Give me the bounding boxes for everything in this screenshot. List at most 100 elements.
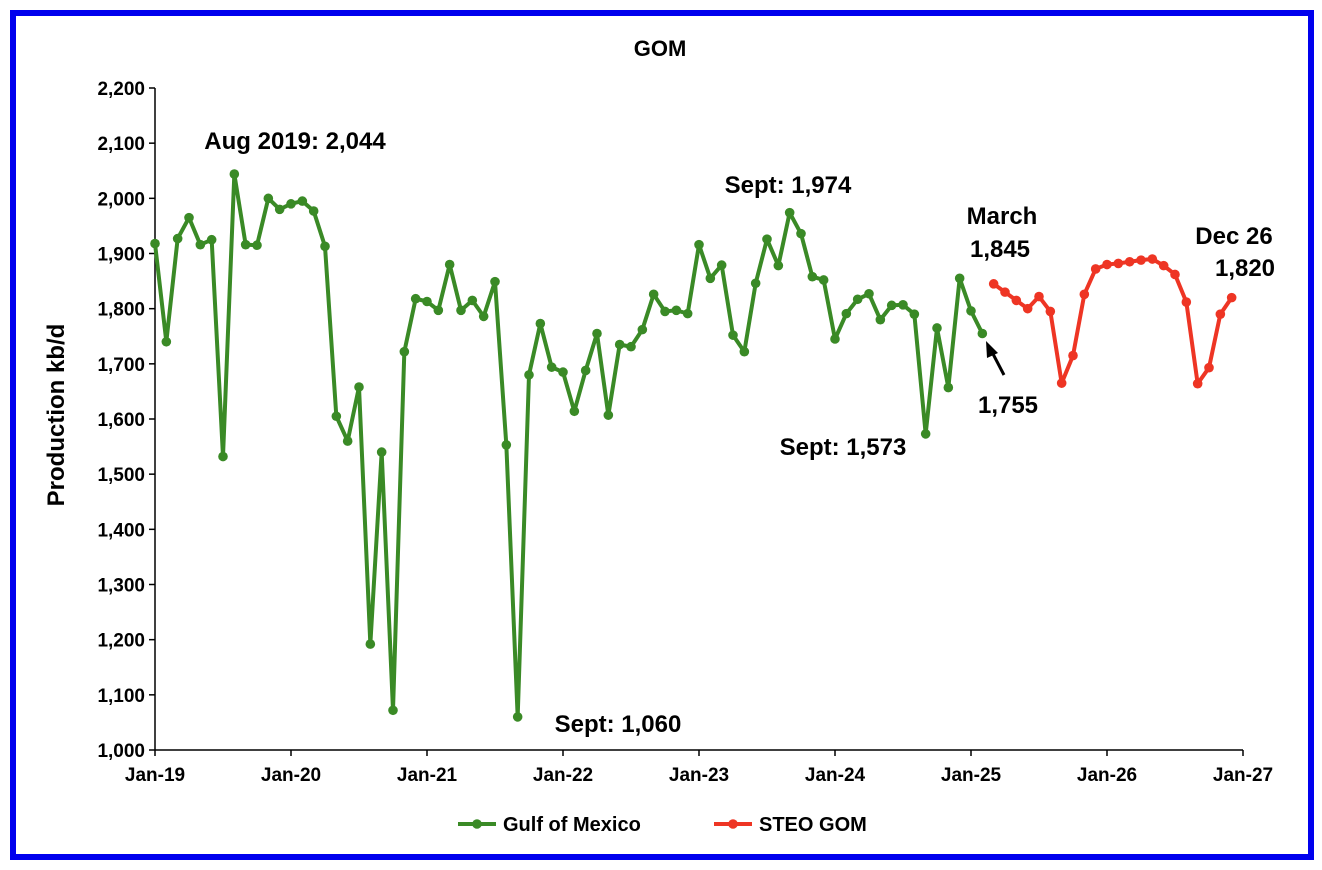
data-point — [535, 318, 546, 329]
data-point — [410, 293, 421, 304]
x-tick-label: Jan-22 — [533, 765, 593, 786]
data-point — [546, 362, 557, 372]
data-point — [218, 451, 228, 462]
data-point — [739, 346, 750, 357]
data-point — [297, 196, 308, 206]
data-point — [603, 410, 614, 420]
annotation-label: Sept: 1,573 — [780, 434, 907, 461]
data-point — [988, 279, 999, 289]
data-point — [308, 206, 319, 216]
x-tick-label: Jan-26 — [1077, 765, 1137, 786]
y-tick-label: 1,000 — [97, 741, 145, 762]
data-point — [161, 336, 172, 347]
annotation-arrowhead — [986, 341, 998, 358]
data-point — [830, 334, 840, 344]
data-point — [694, 239, 704, 250]
y-axis-label: Production kb/d — [43, 324, 70, 507]
data-point — [637, 324, 648, 335]
data-point — [274, 204, 285, 215]
data-point — [660, 306, 670, 317]
data-point — [501, 440, 512, 450]
y-tick-label: 1,300 — [97, 576, 145, 597]
series-line-2 — [992, 257, 1234, 386]
data-point — [966, 306, 976, 316]
x-tick-label: Jan-21 — [397, 765, 458, 786]
data-point — [898, 300, 908, 310]
data-point — [1068, 350, 1078, 361]
data-point — [252, 240, 262, 251]
data-point — [286, 199, 296, 209]
data-point — [592, 328, 602, 339]
data-point — [320, 241, 330, 252]
plot-area — [150, 169, 1237, 722]
data-point — [932, 323, 942, 333]
data-point — [365, 639, 376, 649]
data-point — [229, 169, 240, 179]
data-point — [1158, 260, 1169, 271]
annotation-label: 1,845 — [970, 236, 1030, 263]
data-point — [1079, 289, 1090, 300]
x-tick-label: Jan-27 — [1213, 765, 1273, 786]
y-tick-label: 1,600 — [97, 410, 145, 431]
data-point — [750, 278, 761, 289]
x-tick-label: Jan-19 — [125, 765, 185, 786]
data-point — [1136, 255, 1146, 265]
data-point — [1102, 259, 1112, 270]
y-tick-label: 1,400 — [97, 520, 145, 541]
data-point — [1204, 362, 1214, 373]
data-point — [728, 330, 738, 340]
x-tick-label: Jan-24 — [805, 765, 866, 786]
data-point — [943, 382, 954, 393]
annotation-label: 1,820 — [1215, 255, 1275, 282]
data-point — [1022, 303, 1033, 314]
data-point — [1226, 292, 1237, 303]
data-point — [852, 294, 863, 305]
data-point — [569, 406, 580, 417]
data-point — [614, 339, 625, 350]
data-point — [331, 411, 342, 422]
data-point — [784, 207, 795, 218]
y-tick-label: 1,900 — [97, 245, 145, 266]
data-point — [920, 429, 931, 439]
y-tick-label: 1,500 — [97, 465, 145, 486]
y-tick-label: 1,200 — [97, 631, 145, 652]
data-point — [1056, 378, 1067, 388]
data-point — [909, 309, 920, 319]
data-point — [886, 300, 897, 311]
annotation-label: Dec 26 — [1195, 223, 1272, 250]
data-point — [1170, 269, 1180, 280]
y-tick-label: 1,700 — [97, 355, 145, 376]
x-tick-label: Jan-23 — [669, 765, 729, 786]
data-point — [762, 234, 772, 244]
data-point — [342, 436, 353, 446]
data-point — [206, 234, 217, 245]
data-point — [456, 305, 466, 316]
data-point — [422, 296, 432, 307]
data-point — [1215, 309, 1226, 319]
y-tick-label: 1,100 — [97, 686, 145, 707]
data-point — [376, 447, 387, 457]
data-point — [1090, 264, 1101, 274]
data-point — [818, 275, 829, 285]
legend: Gulf of Mexico STEO GOM — [458, 814, 867, 836]
annotation-arrow — [990, 351, 1006, 376]
data-point — [977, 328, 988, 339]
annotation-label: Aug 2019: 2,044 — [204, 128, 386, 155]
data-point — [399, 346, 410, 357]
x-tick-label: Jan-25 — [941, 765, 1002, 786]
legend-marker-2 — [728, 819, 738, 829]
data-point — [1000, 287, 1010, 297]
legend-label-2: STEO GOM — [759, 814, 867, 836]
annotation-label: March — [967, 203, 1038, 230]
data-point — [954, 273, 965, 284]
y-tick-label: 1,800 — [97, 300, 145, 321]
data-point — [796, 228, 806, 239]
data-point — [807, 271, 818, 282]
annotation-label: Sept: 1,974 — [725, 172, 852, 199]
data-point — [195, 239, 206, 250]
data-point — [1124, 256, 1135, 267]
data-point — [172, 233, 183, 244]
data-point — [580, 365, 591, 376]
data-point — [433, 305, 444, 316]
